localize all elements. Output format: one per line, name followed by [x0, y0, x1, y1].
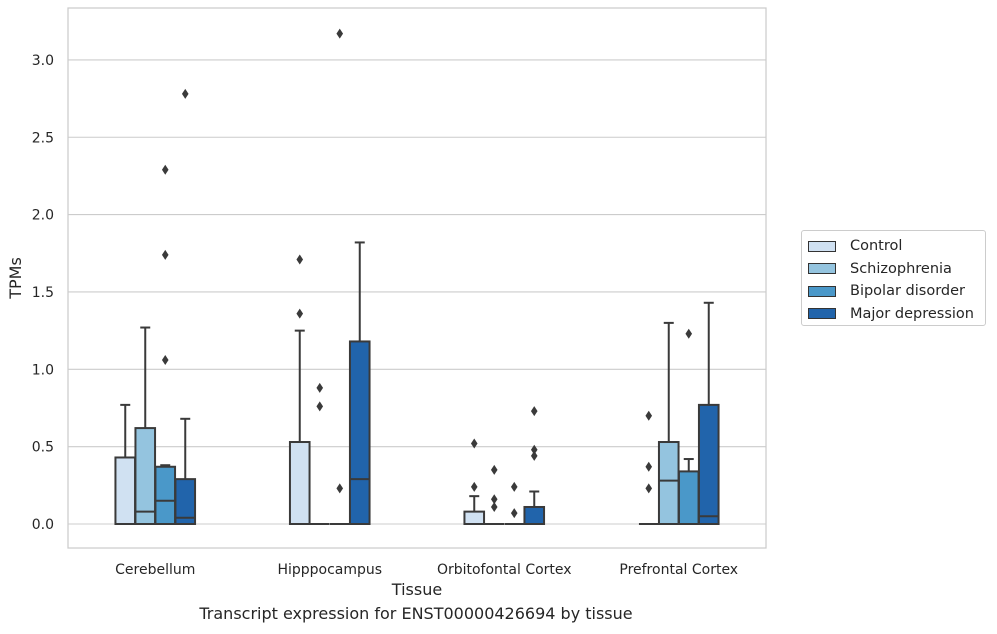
box-orbitofontal-cortex-schizophrenia [484, 464, 505, 525]
plot-frame [67, 7, 767, 549]
x-tick-label-orbitofontal-cortex: Orbitofontal Cortex [437, 562, 572, 578]
box-body [114, 456, 137, 526]
y-tick-label: 2.5 [32, 130, 54, 146]
box-body [657, 441, 680, 525]
y-axis-ticks: 0.0 0.5 1.0 1.5 2.0 2.5 3.0 [32, 53, 54, 533]
outlier-point [161, 355, 169, 366]
outlier-point [530, 444, 538, 455]
legend-swatch-control [808, 240, 836, 252]
box-cerebellum-major-depression [174, 88, 197, 525]
legend-label-control: Control [850, 238, 903, 255]
outlier-point [645, 410, 653, 421]
legend-label-bipolar-disorder: Bipolar disorder [850, 283, 965, 300]
outlier-point [161, 249, 169, 260]
outlier-point [296, 254, 304, 265]
outlier-point [685, 328, 693, 339]
y-tick-label: 3.0 [32, 53, 54, 69]
box-prefrontal-cortex-control [638, 410, 659, 525]
box-hipppocampus-bipolar-disorder [329, 28, 350, 525]
outlier-point [490, 464, 498, 475]
box-body [677, 470, 700, 526]
box-hipppocampus-major-depression [348, 241, 371, 526]
box-cerebellum-control [114, 403, 137, 526]
box-body [288, 441, 311, 525]
box-orbitofontal-cortex-control [463, 438, 486, 525]
outlier-point [181, 88, 189, 99]
y-tick-label: 1.5 [32, 285, 54, 301]
box-body [523, 505, 546, 526]
box-prefrontal-cortex-schizophrenia [657, 321, 680, 525]
outlier-point [510, 481, 518, 492]
chart-caption: Transcript expression for ENST0000042669… [199, 604, 633, 623]
box-body [134, 427, 157, 525]
legend-label-major-depression: Major depression [850, 305, 974, 322]
x-tick-label-hipppocampus: Hipppocampus [277, 562, 382, 578]
box-cerebellum-schizophrenia [134, 326, 157, 525]
legend-swatch-major-depression [808, 308, 836, 320]
boxes [114, 28, 720, 526]
outlier-point [336, 28, 344, 39]
legend: Control Schizophrenia Bipolar disorder M… [801, 230, 986, 326]
x-tick-label-prefrontal-cortex: Prefrontal Cortex [619, 562, 738, 578]
outlier-point [490, 501, 498, 512]
x-axis-ticks: Cerebellum Hipppocampus Orbitofontal Corte… [115, 562, 738, 578]
box-orbitofontal-cortex-major-depression [523, 406, 546, 526]
x-tick-label-cerebellum: Cerebellum [115, 562, 195, 578]
outlier-point [296, 308, 304, 319]
outlier-point [470, 481, 478, 492]
box-hipppocampus-schizophrenia [309, 382, 330, 525]
legend-swatch-bipolar-disorder [808, 285, 836, 297]
box-prefrontal-cortex-major-depression [697, 301, 720, 526]
box-orbitofontal-cortex-bipolar-disorder [504, 481, 525, 525]
y-tick-label: 0.5 [32, 440, 54, 456]
outlier-point [490, 494, 498, 505]
box-body [174, 478, 197, 525]
legend-label-schizophrenia: Schizophrenia [850, 260, 952, 277]
legend-item-schizophrenia: Schizophrenia [808, 258, 979, 281]
outlier-point [530, 406, 538, 417]
box-body [697, 403, 720, 526]
outlier-point [645, 461, 653, 472]
y-tick-label: 1.0 [32, 362, 54, 378]
legend-swatch-schizophrenia [808, 263, 836, 275]
legend-item-bipolar-disorder: Bipolar disorder [808, 280, 979, 303]
y-axis-label: TPMs [6, 257, 25, 300]
y-tick-label: 2.0 [32, 208, 54, 224]
outlier-point [530, 450, 538, 461]
box-body [154, 465, 177, 525]
box-body [463, 510, 486, 525]
box-hipppocampus-control [288, 254, 311, 525]
x-axis-label: Tissue [391, 580, 442, 599]
legend-item-control: Control [808, 235, 979, 258]
legend-item-major-depression: Major depression [808, 303, 979, 326]
outlier-point [510, 508, 518, 519]
outlier-point [316, 382, 324, 393]
outlier-point [336, 483, 344, 494]
outlier-point [161, 164, 169, 175]
box-body [348, 340, 371, 526]
outlier-point [316, 401, 324, 412]
box-cerebellum-bipolar-disorder [154, 164, 177, 525]
outlier-point [470, 438, 478, 449]
y-tick-label: 0.0 [32, 517, 54, 533]
outlier-point [645, 483, 653, 494]
box-prefrontal-cortex-bipolar-disorder [677, 328, 700, 526]
